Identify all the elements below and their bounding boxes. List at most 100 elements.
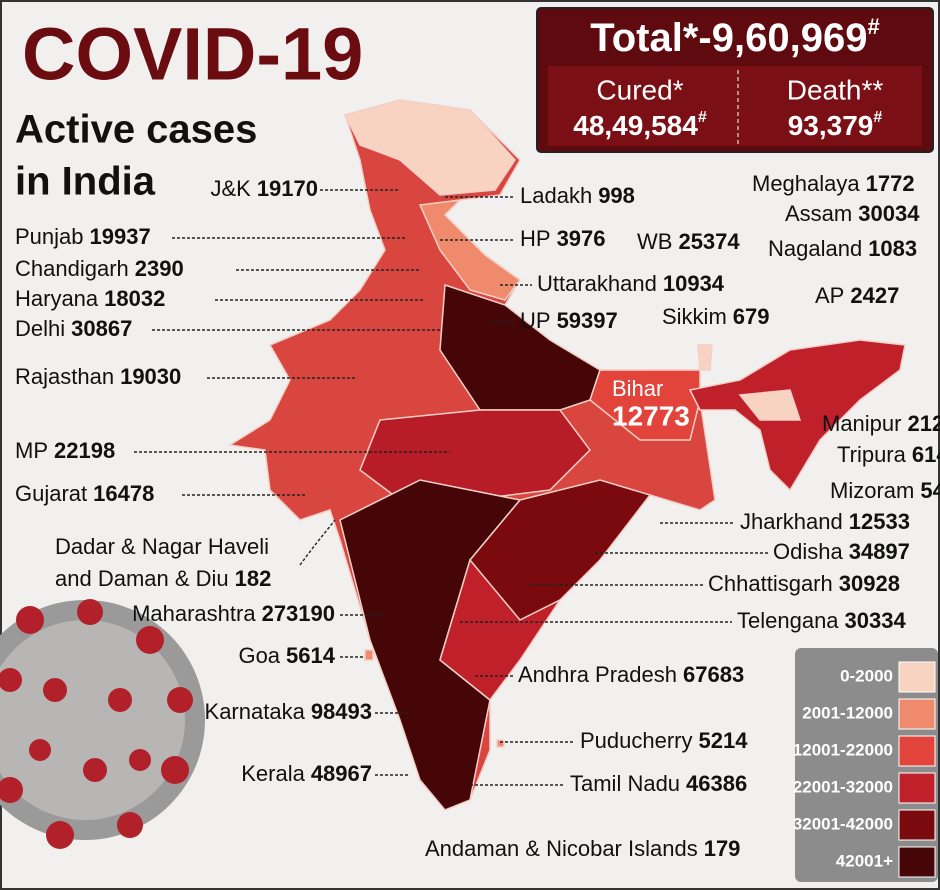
state-name: Nagaland [768, 236, 862, 261]
state-value: 679 [733, 304, 770, 329]
state-label: Assam 30034 [785, 201, 920, 226]
virus-illustration [0, 599, 205, 849]
state-name: Sikkim [662, 304, 727, 329]
state-name: Kerala [241, 761, 305, 786]
state-label: UP 59397 [520, 308, 618, 333]
state-name: WB [637, 229, 672, 254]
state-value: 19170 [257, 176, 318, 201]
legend-swatch [898, 661, 936, 693]
state-label: Manipur2126 [822, 411, 940, 436]
state-name: Delhi [15, 316, 65, 341]
state-label: Maharashtra 273190 [132, 601, 335, 626]
state-name: Puducherry [580, 728, 693, 753]
totals-sub-box [548, 66, 922, 146]
state-name: Ladakh [520, 183, 592, 208]
state-name: Andaman & Nicobar Islands [425, 836, 698, 861]
legend-swatch [898, 809, 936, 841]
state-label: Chandigarh 2390 [15, 256, 184, 281]
death-value: 93,379 [788, 110, 874, 141]
state-name: Andhra Pradesh [518, 662, 677, 687]
state-label: Kerala 48967 [241, 761, 372, 786]
state-label: Chhattisgarh 30928 [708, 571, 900, 596]
state-label: Nagaland 1083 [768, 236, 917, 261]
state-name: Goa [238, 643, 280, 668]
state-value: 273190 [262, 601, 335, 626]
india-map [227, 99, 906, 811]
state-label: Puducherry 5214 [580, 728, 748, 753]
state-value: 19030 [120, 364, 181, 389]
state-name: Maharashtra [132, 601, 256, 626]
state-label: AP 2427 [815, 283, 899, 308]
state-label: Sikkim 679 [662, 304, 770, 329]
state-name: Chandigarh [15, 256, 129, 281]
state-label: Punjab 19937 [15, 224, 151, 249]
state-label: Uttarakhand 10934 [537, 271, 725, 296]
state-label: Andaman & Nicobar Islands 179 [425, 836, 740, 861]
state-name: AP [815, 283, 844, 308]
state-name: Rajasthan [15, 364, 114, 389]
title: COVID-19 [22, 13, 363, 96]
state-label: J&K 19170 [210, 176, 318, 201]
state-value: 16478 [93, 481, 154, 506]
state-value: 1083 [868, 236, 917, 261]
state-label: Ladakh 998 [520, 183, 635, 208]
state-label: Gujarat 16478 [15, 481, 154, 506]
state-value: 12773 [612, 400, 690, 431]
legend-label: 42001+ [836, 851, 893, 870]
subtitle: in India [15, 160, 156, 204]
state-label: HP 3976 [520, 226, 606, 251]
state-label: Andhra Pradesh 67683 [518, 662, 744, 687]
state-name: Uttarakhand [537, 271, 657, 296]
state-value: 3976 [557, 226, 606, 251]
state-name: Mizoram [830, 478, 914, 503]
state-name: Telengana [737, 608, 839, 633]
state-label: Tripura6148 [837, 442, 940, 467]
state-label: Tamil Nadu 46386 [570, 771, 747, 796]
state-label: Goa 5614 [238, 643, 335, 668]
state-value: 182 [235, 566, 272, 591]
state-name: Tripura [837, 442, 907, 467]
state-value: 48967 [311, 761, 372, 786]
death-mark: # [873, 109, 882, 126]
legend-label: 12001-22000 [793, 740, 893, 759]
legend-label: 32001-42000 [793, 814, 893, 833]
state-name: Assam [785, 201, 852, 226]
state-value: 5614 [286, 643, 336, 668]
state-label: Odisha 34897 [773, 539, 910, 564]
state-name: Bihar [612, 376, 663, 401]
state-value: 30034 [858, 201, 920, 226]
state-name: Chhattisgarh [708, 571, 833, 596]
state-label: Meghalaya 1772 [752, 171, 915, 196]
state-value: 998 [598, 183, 635, 208]
state-label: Karnataka 98493 [205, 699, 372, 724]
state-value: 98493 [311, 699, 372, 724]
cured: 48,49,584# [573, 109, 707, 141]
death: 93,379# [788, 109, 883, 141]
state-name: Haryana [15, 286, 99, 311]
state-label: Rajasthan 19030 [15, 364, 181, 389]
total-label: Total*- [590, 16, 711, 60]
leader-line [299, 519, 336, 566]
state-value: 12533 [849, 509, 910, 534]
legend-swatch [898, 698, 936, 730]
state-name: Karnataka [205, 699, 306, 724]
state-label: Haryana 18032 [15, 286, 165, 311]
total-mark: # [867, 14, 879, 39]
state-value: 18032 [104, 286, 165, 311]
state-label: Mizoram 546 [830, 478, 940, 503]
state-value: 6148 [912, 442, 940, 467]
state-label: WB 25374 [637, 229, 740, 254]
total-value: 9,60,969 [712, 16, 868, 60]
state-name: Odisha [773, 539, 843, 564]
cured-label: Cured* [596, 74, 683, 105]
state-value: 2390 [135, 256, 184, 281]
state-name: Tamil Nadu [570, 771, 680, 796]
state-label: Delhi 30867 [15, 316, 132, 341]
state-value: 67683 [683, 662, 744, 687]
state-value: 59397 [557, 308, 618, 333]
state-value: 5214 [699, 728, 749, 753]
legend-swatch [898, 735, 936, 767]
state-name: Dadar & Nagar Haveli [55, 534, 269, 559]
state-value: 546 [920, 478, 940, 503]
